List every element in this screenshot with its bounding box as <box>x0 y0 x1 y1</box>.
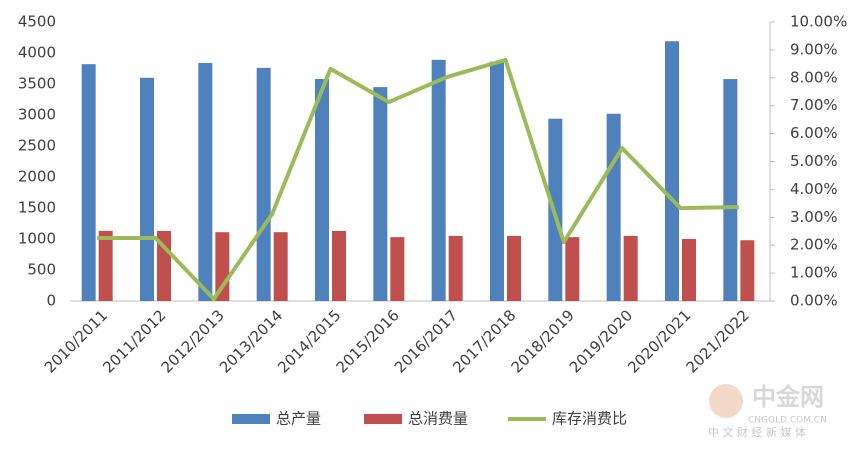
bar <box>431 59 446 301</box>
legend-label: 总消费量 <box>408 410 468 428</box>
bar <box>665 41 679 301</box>
bar <box>273 232 288 301</box>
y-tick-label: 500 <box>27 261 56 279</box>
bar <box>332 230 346 301</box>
bar <box>373 87 388 301</box>
y2-tick-label: 2.00% <box>790 236 838 254</box>
y-tick-label: 3000 <box>18 106 56 124</box>
line <box>97 57 739 302</box>
y2-tick-label: 6.00% <box>790 124 838 142</box>
y-tick-label: 2000 <box>18 168 56 186</box>
y-tick-label: 4500 <box>18 13 56 31</box>
bar <box>448 235 463 301</box>
y2-tick-label: 3.00% <box>790 208 838 226</box>
watermark: 中金网 CNGOLD.COM.CN 中 文 财 经 新 媒 体 <box>708 383 827 439</box>
y-tick-label: 4000 <box>18 44 56 62</box>
y2-tick-label: 8.00% <box>790 68 838 86</box>
bar <box>81 64 96 301</box>
y2-tick-label: 9.00% <box>790 40 838 58</box>
y2-tick-label: 1.00% <box>790 264 838 282</box>
bar <box>198 62 213 301</box>
legend-swatch <box>232 414 270 424</box>
y2-tick-label: 5.00% <box>790 152 838 170</box>
bar <box>98 230 113 301</box>
y-tick-label: 1500 <box>18 199 56 217</box>
legend-label: 库存消费比 <box>552 410 627 428</box>
bar <box>390 237 405 301</box>
legend-label: 总产量 <box>276 410 321 428</box>
bar <box>723 79 738 301</box>
y-tick-label: 3500 <box>18 75 56 93</box>
y2-tick-label: 4.00% <box>790 180 838 198</box>
bar <box>507 235 521 301</box>
y2-tick-label: 7.00% <box>790 96 838 114</box>
bar <box>623 235 638 301</box>
y-tick-label: 1000 <box>18 230 56 248</box>
bar <box>315 79 329 301</box>
bar <box>565 237 580 301</box>
y-tick-label: 0 <box>46 292 56 310</box>
bar <box>490 61 504 302</box>
watermark-url: CNGOLD.COM.CN <box>748 416 827 426</box>
y-tick-label: 2500 <box>18 137 56 155</box>
x-tick-label: 2021/2022 <box>683 306 753 376</box>
watermark-logo <box>709 384 743 418</box>
watermark-name: 中金网 <box>752 383 824 411</box>
bar <box>606 113 621 301</box>
legend-swatch <box>364 414 402 424</box>
bar <box>256 67 271 301</box>
watermark-tagline: 中 文 财 经 新 媒 体 <box>708 425 806 439</box>
bar <box>140 77 154 301</box>
bar <box>740 240 755 301</box>
bar <box>682 239 696 301</box>
y2-tick-label: 10.00% <box>790 13 847 31</box>
y2-tick-label: 0.00% <box>790 292 838 310</box>
